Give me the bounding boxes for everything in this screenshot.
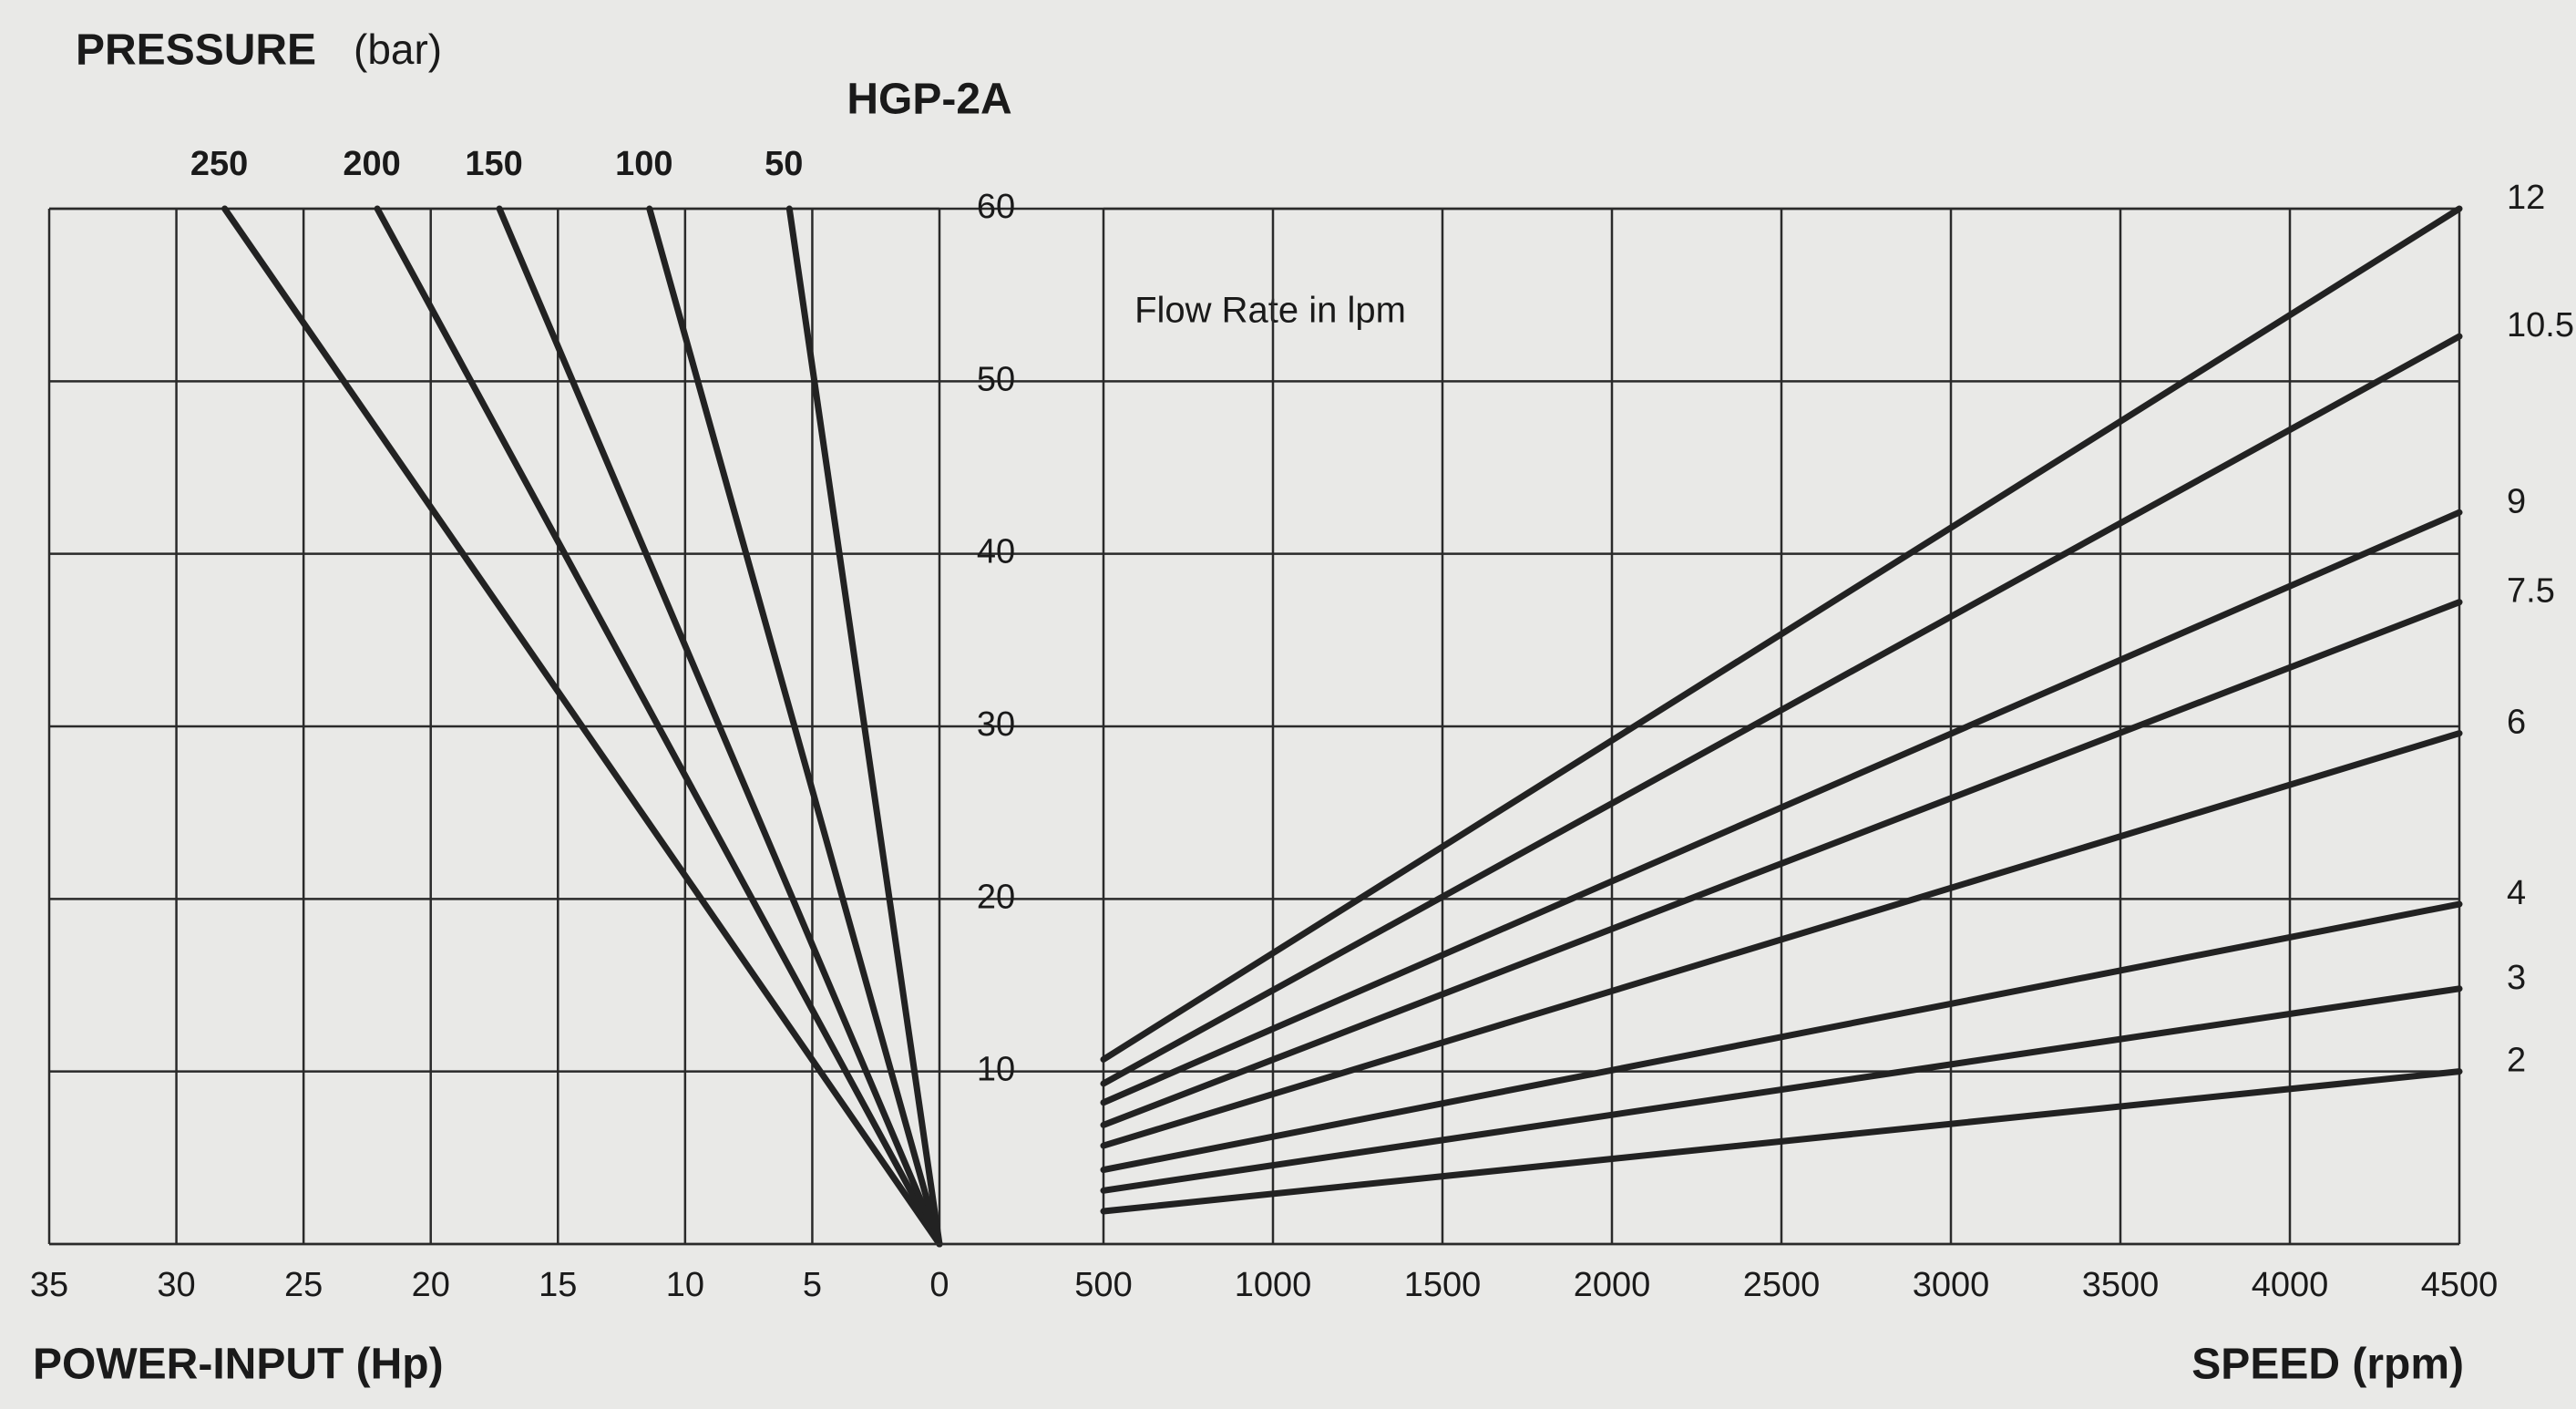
x-tick-label: 15	[539, 1266, 577, 1304]
series-line	[496, 205, 943, 1248]
x-tick-label: 3500	[2082, 1266, 2160, 1304]
series-label: 200	[343, 145, 400, 183]
series-line	[1100, 900, 2463, 1174]
series-label: 3	[2507, 959, 2526, 997]
series-line	[1100, 509, 2463, 1106]
series-line	[1100, 333, 2463, 1087]
legend-unit: (bar)	[354, 26, 442, 73]
series-line	[646, 205, 943, 1248]
x-tick-label: 2500	[1743, 1266, 1821, 1304]
y-tick-label: 10	[977, 1051, 1015, 1089]
x-axis-label: SPEED (rpm)	[2191, 1341, 2464, 1389]
x-tick-label: 30	[157, 1266, 195, 1304]
series-label: 6	[2507, 704, 2526, 742]
series-line	[1100, 1068, 2463, 1215]
series-label: 4	[2507, 874, 2526, 912]
series-line	[785, 205, 943, 1248]
series-line	[1100, 599, 2463, 1128]
series-line	[221, 205, 943, 1248]
x-tick-label: 4500	[2421, 1266, 2499, 1304]
x-tick-label: 1500	[1404, 1266, 1482, 1304]
x-axis-label: POWER-INPUT (Hp)	[33, 1341, 444, 1389]
series-label: 50	[765, 145, 803, 183]
x-tick-label: 25	[284, 1266, 323, 1304]
x-tick-label: 35	[30, 1266, 68, 1304]
x-tick-label: 5	[803, 1266, 822, 1304]
series-label: 250	[190, 145, 248, 183]
x-tick-label: 3000	[1913, 1266, 1990, 1304]
y-tick-label: 60	[977, 188, 1015, 226]
x-tick-label: 1000	[1235, 1266, 1312, 1304]
y-tick-label: 50	[977, 360, 1015, 398]
series-label: 150	[465, 145, 522, 183]
series-label: 100	[615, 145, 672, 183]
series-line	[374, 205, 943, 1248]
annotation: Flow Rate in lpm	[1134, 291, 1406, 331]
series-label: 12	[2507, 179, 2545, 217]
x-tick-label: 4000	[2252, 1266, 2329, 1304]
series-label: 9	[2507, 482, 2526, 520]
series-line	[1100, 730, 2463, 1149]
y-tick-label: 30	[977, 705, 1015, 744]
x-tick-label: 0	[929, 1266, 949, 1304]
series-label: 7.5	[2507, 572, 2555, 611]
x-tick-label: 20	[412, 1266, 450, 1304]
series-line	[1100, 205, 2463, 1063]
y-tick-label: 20	[977, 878, 1015, 916]
chart-title: HGP-2A	[847, 76, 1011, 124]
series-label: 10.5	[2507, 306, 2574, 345]
series-label: 2	[2507, 1042, 2526, 1080]
x-tick-label: 10	[666, 1266, 704, 1304]
legend-title: PRESSURE	[76, 26, 316, 75]
x-tick-label: 2000	[1574, 1266, 1651, 1304]
series-line	[1100, 985, 2463, 1194]
y-tick-label: 40	[977, 533, 1015, 571]
x-tick-label: 500	[1074, 1266, 1132, 1304]
